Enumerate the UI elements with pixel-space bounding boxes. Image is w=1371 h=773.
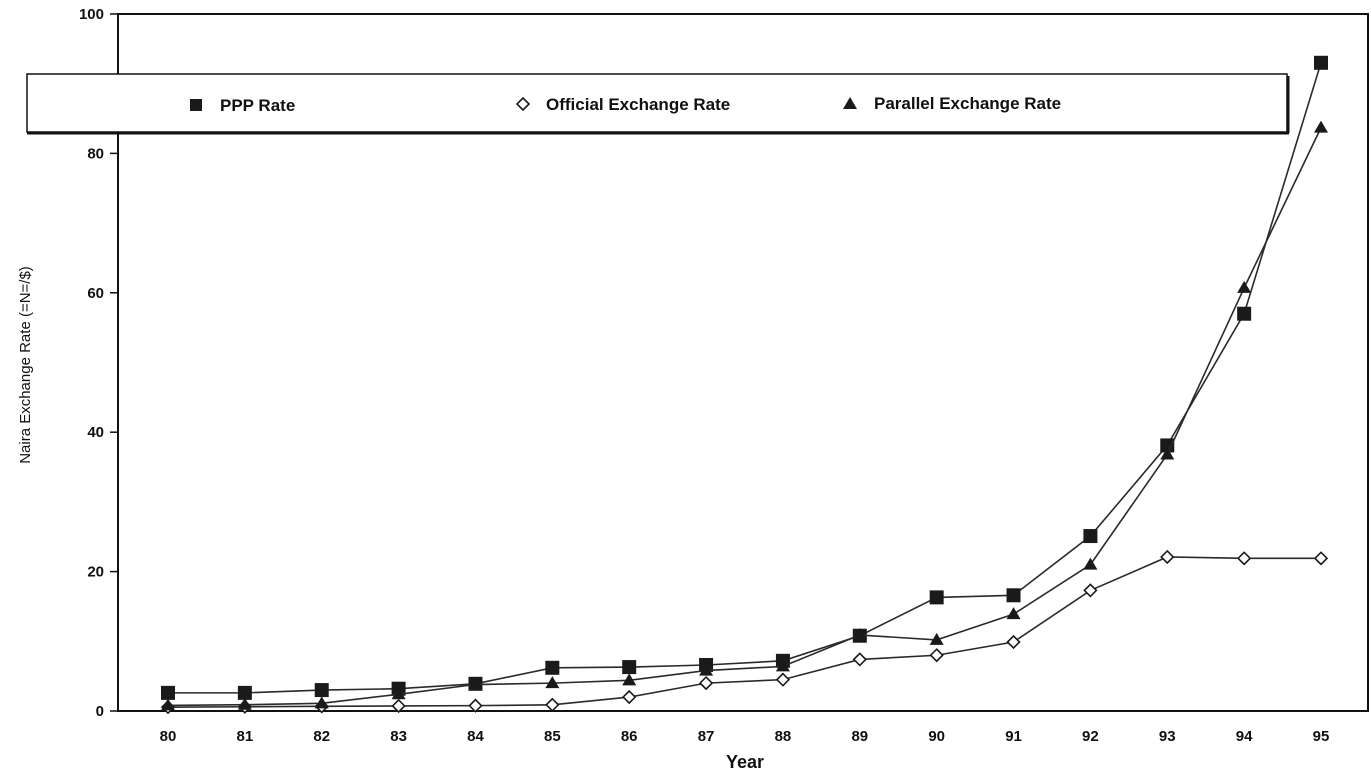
y-tick-label: 100 [79, 6, 104, 23]
y-tick-label: 80 [87, 145, 104, 162]
x-tick-label: 82 [313, 728, 330, 745]
data-point-series-2 [1083, 557, 1098, 570]
data-point-series-0 [622, 660, 637, 675]
legend-marker-parallel [843, 97, 857, 109]
x-tick-label: 88 [775, 728, 792, 745]
data-point-series-2 [1006, 607, 1021, 620]
data-point-series-2 [929, 632, 944, 645]
x-tick-label: 81 [237, 728, 254, 745]
legend-label-official: Official Exchange Rate [546, 95, 730, 114]
data-point-series-0 [1006, 588, 1021, 603]
data-point-series-2 [1160, 447, 1175, 460]
y-tick-label: 0 [96, 703, 104, 720]
data-point-series-1 [698, 675, 714, 691]
data-point-series-1 [1083, 583, 1098, 598]
legend-marker-ppp [190, 99, 202, 111]
data-point-series-1 [545, 697, 560, 712]
legend-label-parallel: Parallel Exchange Rate [874, 94, 1061, 113]
x-tick-label: 85 [544, 728, 561, 745]
x-tick-label: 83 [390, 728, 407, 745]
y-tick-label: 40 [87, 424, 104, 441]
y-tick-label: 20 [87, 564, 104, 581]
data-point-series-0 [545, 660, 560, 675]
x-tick-label: 95 [1313, 728, 1330, 745]
x-tick-label: 87 [698, 728, 715, 745]
x-tick-label: 94 [1236, 728, 1253, 745]
data-point-series-2 [852, 628, 867, 641]
data-point-series-2 [237, 697, 252, 710]
y-tick-label: 60 [87, 285, 104, 302]
data-point-series-1 [1160, 549, 1175, 565]
data-point-series-0 [929, 590, 944, 605]
data-point-series-1 [1006, 634, 1021, 650]
series-layer [160, 55, 1329, 715]
series-line-0 [168, 62, 1322, 694]
data-point-series-2 [1314, 120, 1328, 133]
data-point-series-1 [622, 689, 637, 705]
x-tick-label: 89 [851, 728, 868, 745]
data-point-series-0 [1314, 55, 1328, 70]
data-point-series-1 [852, 652, 867, 667]
data-point-series-2 [468, 677, 483, 690]
data-point-series-2 [1237, 280, 1252, 293]
x-tick-label: 92 [1082, 728, 1099, 745]
data-point-series-1 [468, 698, 483, 713]
data-point-series-0 [1160, 438, 1175, 453]
data-point-series-1 [929, 648, 944, 663]
data-point-series-0 [1237, 306, 1252, 321]
x-axis: 80 81 82 83 84 85 86 87 88 89 90 91 92 93 94 95 [160, 728, 1330, 745]
data-point-series-2 [314, 696, 329, 709]
data-point-series-2 [699, 663, 714, 676]
x-tick-label: 84 [467, 728, 484, 745]
plot-frame [117, 13, 1369, 712]
series-line-1 [167, 556, 1321, 708]
data-point-series-1 [1237, 551, 1252, 566]
data-point-series-2 [622, 673, 637, 686]
y-axis-title: Naira Exchange Rate (=N=/$) [17, 266, 34, 464]
legend-box [26, 73, 1288, 133]
legend: PPP Rate Official Exchange Rate Parallel… [26, 73, 1290, 135]
data-point-series-1 [391, 698, 406, 714]
data-point-series-2 [161, 698, 175, 711]
data-point-series-0 [237, 685, 252, 700]
data-point-series-2 [391, 687, 406, 700]
data-point-series-0 [314, 683, 329, 698]
x-axis-title: Year [726, 752, 764, 772]
x-tick-label: 93 [1159, 728, 1176, 745]
data-point-series-1 [1313, 551, 1329, 566]
legend-label-ppp: PPP Rate [220, 96, 295, 115]
legend-marker-official [515, 96, 531, 112]
x-tick-label: 91 [1005, 728, 1022, 745]
x-tick-label: 90 [928, 728, 945, 745]
data-point-series-0 [161, 685, 175, 700]
x-tick-label: 80 [160, 728, 177, 745]
data-point-series-0 [1083, 529, 1098, 544]
y-axis: 0 20 40 60 80 100 [79, 6, 118, 720]
x-tick-label: 86 [621, 728, 638, 745]
data-point-series-1 [775, 672, 791, 687]
data-point-series-2 [775, 659, 790, 672]
series-line-2 [167, 127, 1322, 707]
data-point-series-2 [545, 676, 560, 689]
